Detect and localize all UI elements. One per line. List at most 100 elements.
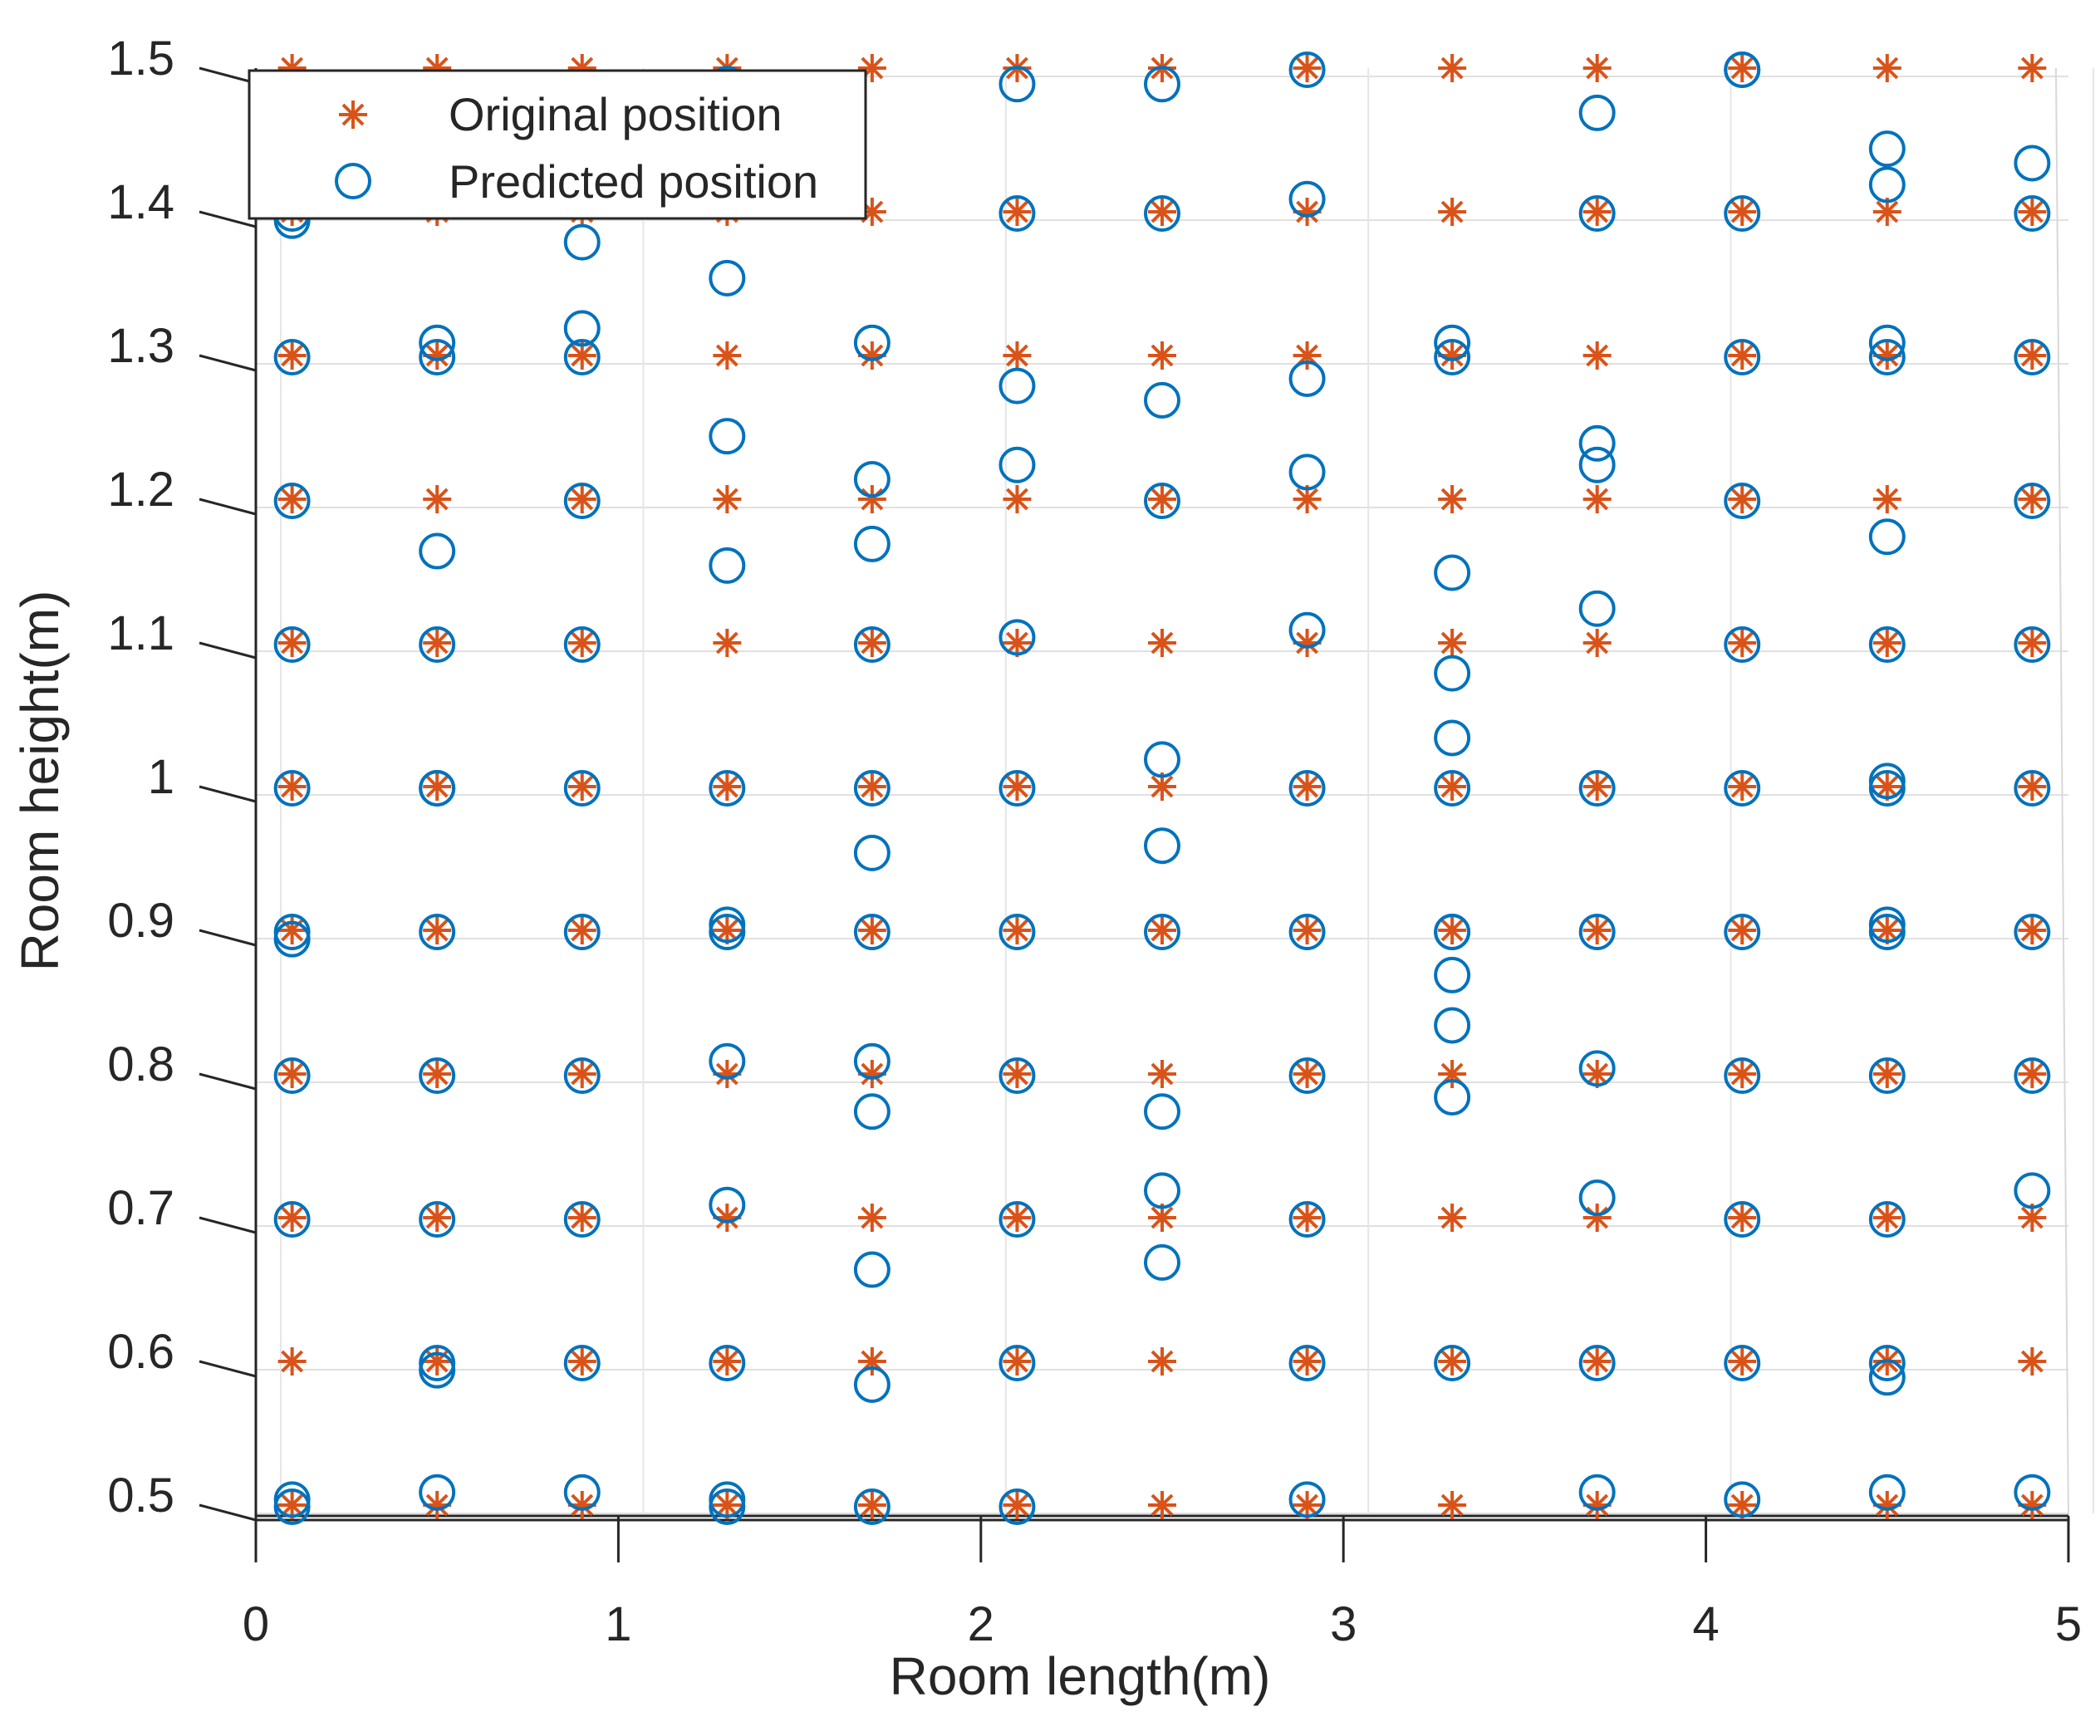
predicted-position-point [2014,914,2051,950]
original-position-point [1872,629,1901,657]
original-position-point [857,485,886,513]
predicted-position-point [998,367,1036,405]
original-position-point [1003,772,1032,801]
predicted-position-point [1434,655,1471,692]
predicted-position-point [1578,1179,1616,1217]
predicted-position-point [853,1093,891,1130]
original-position-point [1438,772,1467,801]
y-tick-mark [199,1072,257,1091]
original-position-point [1728,1060,1757,1088]
legend-box [248,69,867,220]
original-position-point [1582,1204,1612,1232]
axes [199,66,2070,1562]
predicted-position-point [1144,827,1180,865]
predicted-position-point [998,1057,1036,1094]
predicted-position-point [2014,483,2051,519]
predicted-position-point [273,626,311,663]
original-position-point [1582,341,1612,370]
original-position-point [1003,198,1032,226]
y-tick-label: 1.5 [107,32,174,86]
predicted-position-point [563,1201,601,1238]
y-axis-label: Room height(m) [10,591,70,972]
original-position-point [713,1347,742,1376]
y-tick-label: 1.1 [107,606,174,660]
predicted-position-point [1144,1093,1180,1130]
original-position-point [567,629,596,657]
predicted-position-point [2014,1057,2051,1094]
predicted-position-point [1434,956,1471,993]
predicted-position-point [1868,1345,1906,1381]
right-edge-line [2055,67,2069,1521]
predicted-position-point [1724,770,1761,807]
x-tick-label: 1 [605,1597,631,1651]
original-position-point [1728,485,1757,513]
original-position-point [1293,1491,1322,1519]
predicted-position-point [998,1345,1036,1381]
original-position-point [277,1347,307,1376]
original-position-point [1293,1204,1322,1232]
original-position-point [1438,916,1467,944]
original-position-point [857,1204,886,1232]
original-position-point [1438,198,1467,226]
predicted-position-point [853,626,891,663]
predicted-position-point [709,259,746,297]
predicted-position-point [1288,1481,1326,1518]
original-position-point [277,341,307,370]
predicted-position-point [1578,590,1616,627]
legend-circle-marker [335,163,371,199]
original-position-point [567,772,596,801]
y-tick-label: 0.6 [107,1325,174,1379]
original-position-point [1148,198,1176,226]
original-position-point [1293,772,1322,801]
predicted-position-point [563,1474,601,1511]
original-position-point [423,916,452,944]
predicted-position-point [1578,914,1616,950]
original-position-point [1293,54,1322,82]
original-position-point [1582,772,1612,801]
original-position-point [1003,1060,1032,1088]
predicted-position-point [998,1201,1036,1238]
original-position-point [1438,54,1467,82]
y-tick-label: 0.7 [107,1181,174,1235]
original-position-point [1148,1347,1176,1376]
original-position-point [713,772,742,801]
original-position-point [277,629,307,657]
y-tick-mark [199,785,257,803]
predicted-position-point [998,1488,1036,1525]
predicted-position-point [998,446,1036,483]
predicted-position-point [1288,914,1326,950]
original-position-point [1582,54,1612,82]
original-position-point [1728,1491,1757,1519]
predicted-position-point [273,339,311,375]
original-position-point [1293,1060,1322,1088]
legend-label-original: Original position [449,88,783,140]
predicted-position-point [1144,483,1180,519]
y-tick-label: 0.9 [107,894,174,948]
predicted-position-point [1578,446,1616,483]
predicted-position-point [1288,51,1326,88]
predicted-position-point [273,770,311,807]
predicted-position-point [1434,324,1471,361]
predicted-position-point [1724,483,1761,519]
predicted-position-point [419,324,456,361]
predicted-position-point [563,339,601,375]
original-position-point [567,1347,596,1376]
original-position-point [857,1491,886,1519]
y-tick-label: 1.2 [107,463,174,517]
predicted-position-series [273,51,2051,1525]
original-position-point [857,629,886,657]
original-position-point [1728,772,1757,801]
original-position-point [1003,916,1032,944]
predicted-position-point [1144,741,1180,778]
predicted-position-point [1288,611,1326,649]
original-position-point [1872,485,1901,513]
predicted-position-point [273,1057,311,1094]
predicted-position-point [2014,1172,2051,1209]
original-position-point [277,1204,307,1232]
predicted-position-point [2014,195,2051,232]
predicted-position-point [1724,1345,1761,1381]
x-tick-label: 5 [2055,1597,2082,1651]
predicted-position-point [998,770,1036,807]
